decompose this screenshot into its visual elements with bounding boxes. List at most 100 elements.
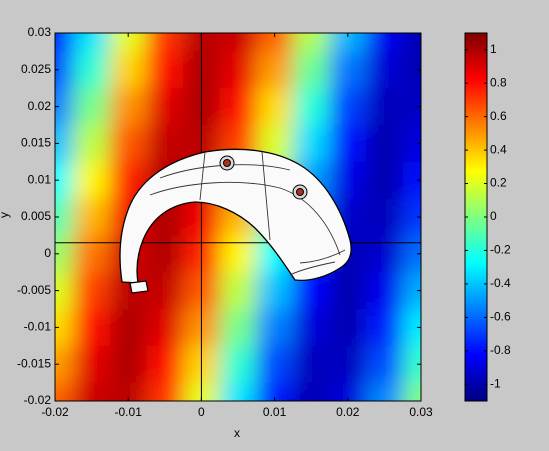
- heat-cell: [256, 51, 293, 88]
- heat-cell: [366, 272, 403, 309]
- heat-cell: [330, 0, 367, 52]
- colorbar-tick-label: 1: [490, 42, 497, 56]
- heat-cell: [403, 272, 470, 309]
- y-tick-label: 0.03: [28, 25, 52, 39]
- heat-cell: [330, 88, 367, 125]
- heat-cell: [366, 309, 403, 346]
- heat-cell: [330, 309, 367, 346]
- x-axis-label: x: [234, 426, 240, 440]
- heat-cell: [147, 383, 184, 450]
- y-tick-label: -0.02: [24, 393, 52, 407]
- colorbar-tick-label: -0.6: [490, 310, 511, 324]
- device-tip: [130, 281, 148, 293]
- heat-cell: [256, 309, 293, 346]
- heat-cell: [366, 346, 403, 383]
- heat-cell: [147, 125, 184, 162]
- heat-cell: [403, 346, 470, 383]
- heat-cell: [366, 199, 403, 236]
- heat-cell: [293, 125, 330, 162]
- x-tick-label: 0: [198, 405, 205, 419]
- heat-cell: [403, 88, 470, 125]
- heat-cell: [147, 235, 184, 272]
- y-tick-label: 0.005: [21, 209, 51, 223]
- colorbar-tick-label: -0.2: [490, 243, 511, 257]
- colorbar-tick-label: -0.4: [490, 276, 511, 290]
- heat-cell: [293, 346, 330, 383]
- heat-cell: [256, 346, 293, 383]
- heat-cell: [147, 0, 184, 52]
- heat-cell: [293, 383, 330, 450]
- y-tick-label: 0.015: [21, 136, 51, 150]
- heat-cell: [220, 346, 257, 383]
- heat-cell: [366, 88, 403, 125]
- chart: x y -0.02 -0.01 0 0.01 0.02 0.03 0.03 0.025 0.02…: [0, 0, 549, 451]
- x-tick-label: -0.02: [41, 405, 69, 419]
- device-button: [297, 189, 304, 196]
- heat-cell: [330, 51, 367, 88]
- heat-cell: [220, 309, 257, 346]
- heat-cell: [147, 346, 184, 383]
- y-tick-label: 0.02: [28, 99, 52, 113]
- colorbar-tick-label: 0.8: [490, 75, 507, 89]
- heat-cell: [403, 0, 470, 52]
- y-tick-label: 0: [44, 246, 51, 260]
- heat-cell: [256, 272, 293, 309]
- y-tick-label: -0.005: [17, 283, 51, 297]
- heat-cell: [403, 51, 470, 88]
- heat-cell: [256, 88, 293, 125]
- y-axis-label: y: [0, 212, 11, 218]
- heat-cell: [73, 235, 110, 272]
- heat-cell: [220, 88, 257, 125]
- heat-cell: [220, 272, 257, 309]
- heat-cell: [256, 0, 293, 52]
- heat-cell: [7, 235, 74, 272]
- heat-cell: [73, 51, 110, 88]
- heat-cell: [73, 88, 110, 125]
- colorbar: [465, 33, 487, 401]
- heat-cell: [330, 272, 367, 309]
- colorbar-tick-label: 0.2: [490, 176, 507, 190]
- heat-cell: [403, 309, 470, 346]
- heat-cell: [366, 235, 403, 272]
- heat-cell: [73, 309, 110, 346]
- heat-cell: [147, 272, 184, 309]
- heat-cell: [403, 235, 470, 272]
- plot-area: [7, 0, 470, 450]
- heat-cell: [110, 51, 147, 88]
- heat-cell: [366, 0, 403, 52]
- heat-cell: [403, 199, 470, 236]
- y-tick-label: 0.01: [28, 172, 52, 186]
- y-tick-label: -0.01: [24, 320, 52, 334]
- heat-cell: [293, 51, 330, 88]
- heat-cell: [73, 272, 110, 309]
- y-tick-label: -0.015: [17, 356, 51, 370]
- x-tick-label: 0.03: [409, 405, 433, 419]
- heat-cell: [330, 125, 367, 162]
- colorbar-tick-label: -0.8: [490, 343, 511, 357]
- colorbar-tick-label: 0.4: [490, 142, 507, 156]
- heat-cell: [73, 346, 110, 383]
- heat-cell: [73, 199, 110, 236]
- heat-cell: [73, 0, 110, 52]
- heat-cell: [147, 51, 184, 88]
- heat-cell: [110, 125, 147, 162]
- heat-cell: [330, 346, 367, 383]
- heat-cell: [330, 162, 367, 199]
- x-tick-label: -0.01: [115, 405, 143, 419]
- heat-cell: [403, 125, 470, 162]
- heat-cell: [220, 235, 257, 272]
- heat-cell: [110, 346, 147, 383]
- heat-cell: [293, 309, 330, 346]
- colorbar-tick-label: 0: [490, 209, 497, 223]
- heat-cell: [366, 51, 403, 88]
- heat-cell: [403, 162, 470, 199]
- heat-cell: [73, 383, 110, 450]
- x-tick-label: 0.02: [336, 405, 360, 419]
- heat-cell: [147, 88, 184, 125]
- heat-cell: [147, 309, 184, 346]
- heat-cell: [366, 162, 403, 199]
- heat-cell: [220, 51, 257, 88]
- heat-cell: [110, 88, 147, 125]
- colorbar-tick-label: 0.6: [490, 109, 507, 123]
- y-tick-label: 0.025: [21, 62, 51, 76]
